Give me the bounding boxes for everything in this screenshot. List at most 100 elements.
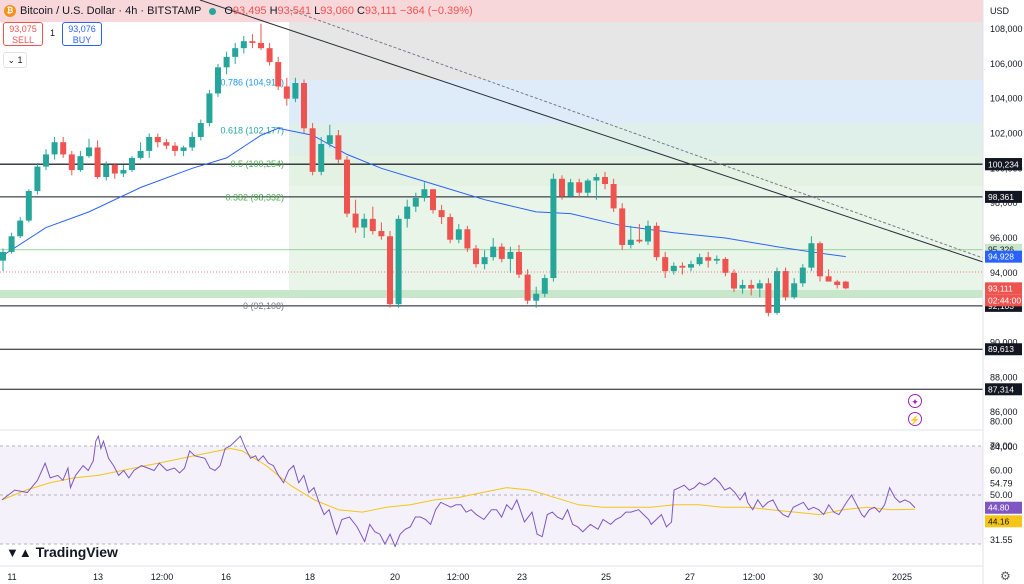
symbol-title[interactable]: Bitcoin / U.S. Dollar · 4h · BITSTAMP	[20, 5, 202, 17]
candle-body	[8, 236, 15, 252]
candle-body	[808, 243, 815, 268]
sparkle-icon[interactable]: ✦	[908, 394, 922, 408]
moving-average-line	[2, 127, 846, 258]
candle-body	[309, 128, 316, 172]
candle-body	[455, 229, 462, 240]
candle-body	[791, 283, 798, 298]
candle-body	[301, 82, 307, 129]
candle-body	[765, 283, 772, 313]
level-axis-label-box	[985, 383, 1022, 396]
candle-body	[258, 42, 264, 49]
candle-body	[189, 136, 196, 148]
ohlc-open-value: 93,495	[232, 5, 267, 17]
level-axis-label-box	[985, 190, 1022, 203]
candle-body	[326, 135, 333, 144]
price-tick-label: 108,000	[990, 24, 1023, 34]
candle-body	[94, 147, 101, 178]
candle-body	[748, 285, 755, 289]
candle-body	[567, 182, 574, 197]
buy-price: 93,076	[68, 24, 96, 34]
sell-button[interactable]: 93,075 SELL	[3, 22, 43, 46]
candle-body	[51, 142, 58, 155]
rsi-tick-label: 50.00	[990, 490, 1013, 500]
candle-body	[103, 164, 110, 178]
candle-body	[77, 156, 84, 171]
fib-level-label: 0.618 (102,177)	[220, 125, 284, 135]
candle-body	[670, 265, 677, 272]
ohlc-high-label: H	[269, 5, 278, 17]
price-tick-label: 84,000	[990, 442, 1018, 452]
candle-body	[756, 283, 763, 289]
buy-label: BUY	[72, 35, 92, 45]
buy-button[interactable]: 93,076 BUY	[62, 22, 102, 46]
candle-body	[43, 154, 49, 167]
countdown-axis-label-box	[985, 294, 1022, 307]
candle-body	[438, 210, 445, 218]
candle-body	[705, 257, 712, 261]
candle-body	[34, 166, 41, 191]
price-tick-label: 96,000	[990, 233, 1018, 243]
candle-body	[240, 41, 247, 49]
candle-body	[696, 257, 703, 265]
candle-body	[507, 251, 514, 259]
price-tick-label: 94,000	[990, 268, 1018, 278]
rsi-tick-label: 70.00	[990, 441, 1013, 451]
candle-body	[602, 177, 608, 185]
settings-gear-icon[interactable]: ⚙	[1000, 569, 1011, 583]
candle-body	[197, 123, 204, 137]
market-status-icon	[209, 7, 217, 15]
candle-body	[584, 180, 591, 193]
level-axis-label: 98,361	[988, 192, 1014, 202]
candle-body	[283, 86, 290, 99]
candle-body	[430, 189, 436, 211]
time-tick-label: 30	[813, 572, 823, 582]
level-axis-label-box	[985, 158, 1022, 171]
lightning-icon[interactable]: ⚡	[908, 412, 922, 426]
sell-price: 93,075	[9, 24, 37, 34]
level-axis-label: 100,234	[988, 159, 1019, 169]
last-price-axis-label: 93,111	[988, 283, 1013, 293]
candle-body	[232, 48, 239, 57]
interval-selector[interactable]: ⌄ 1	[3, 52, 27, 68]
candle-body	[395, 218, 402, 305]
candle-body	[722, 258, 729, 273]
time-tick-label: 18	[305, 572, 315, 582]
fib-level-label: 0.5 (100,254)	[230, 159, 284, 169]
ohlc-high-value: 93,541	[277, 5, 312, 17]
candle-body	[17, 220, 24, 237]
ohlc-close-value: 93,111	[364, 5, 397, 17]
candle-body	[120, 170, 127, 174]
ohlc-low-value: 93,060	[320, 5, 354, 17]
level-axis-label: 89,613	[988, 344, 1014, 354]
ma-axis-label-box	[985, 250, 1022, 263]
rsi-ma-axis-label-box	[985, 515, 1022, 528]
candle-body	[266, 48, 273, 63]
rsi-line	[1, 434, 916, 548]
candle-body	[249, 41, 256, 43]
ohlc-open-label: O	[224, 5, 233, 17]
candle-body	[636, 239, 643, 242]
fib-labels-layer: 0.786 (104,914) 0.618 (102,177) 0.5 (100,2…	[220, 78, 284, 311]
chart-header: ₿ Bitcoin / U.S. Dollar · 4h · BITSTAMP …	[0, 0, 476, 22]
price-tick-label: 88,000	[990, 372, 1018, 382]
candle-body	[541, 278, 548, 294]
candle-body	[292, 82, 299, 99]
candle-body	[68, 154, 75, 171]
candle-body	[774, 271, 780, 313]
candle-body	[524, 274, 531, 301]
time-tick-label: 11	[7, 572, 16, 582]
time-tick-label: 2025	[892, 572, 912, 582]
candle-body	[86, 147, 92, 157]
ohlc-low-label: L	[314, 5, 321, 17]
quantity-value[interactable]: 1	[50, 28, 56, 38]
price-tick-label: 90,000	[990, 338, 1018, 348]
candle-body	[275, 62, 282, 87]
candle-body	[576, 182, 583, 193]
rsi-tick-label: 80.00	[990, 417, 1013, 427]
candle-body	[516, 251, 522, 275]
level-axis-label: 95,326	[988, 245, 1014, 255]
sell-label: SELL	[11, 35, 35, 45]
tradingview-logo-icon: ▼▲	[6, 544, 32, 560]
time-axis[interactable]: 11 13 12:00 16 18 20 12:00 23 25 27 12:00 30 2025	[7, 572, 912, 582]
